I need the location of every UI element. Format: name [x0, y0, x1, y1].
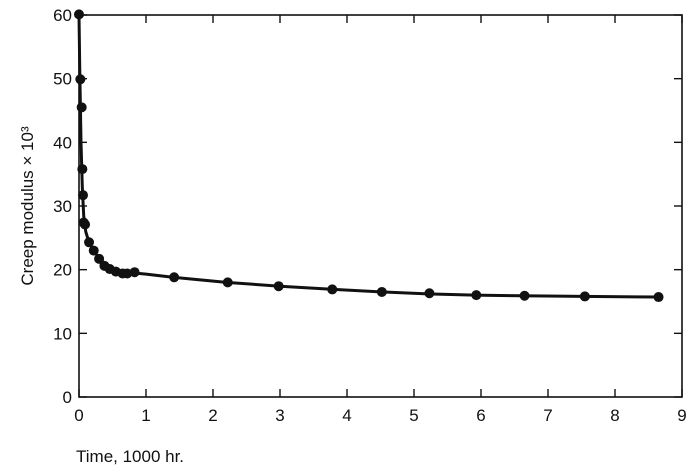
data-points-group	[74, 9, 664, 303]
x-tick-label: 3	[275, 406, 284, 425]
data-point	[77, 164, 88, 175]
fitted-curve-group	[77, 14, 659, 299]
data-point	[471, 290, 482, 301]
data-point	[169, 272, 180, 283]
data-point	[78, 190, 89, 201]
data-point	[222, 277, 233, 288]
x-tick-label: 7	[543, 406, 552, 425]
x-tick-label: 9	[677, 406, 686, 425]
y-axis-title: Creep modulus × 10³	[18, 126, 37, 286]
data-point	[88, 245, 99, 256]
plot-area-frame	[78, 14, 683, 398]
data-point	[76, 102, 87, 113]
x-tick-label: 8	[610, 406, 619, 425]
x-tick-label: 6	[476, 406, 485, 425]
data-point	[424, 288, 435, 299]
data-point	[129, 267, 140, 278]
axis-tick-labels: 0 1 2 3 4 5 6 7 8 9 0 10 20 30 40 50 60	[53, 6, 687, 425]
fitted-curve-line	[77, 14, 659, 299]
y-tick-label: 40	[53, 133, 72, 152]
x-tick-label: 5	[409, 406, 418, 425]
y-tick-label: 10	[53, 324, 72, 343]
y-tick-label: 50	[53, 70, 72, 89]
x-tick-label: 0	[74, 406, 83, 425]
data-point	[94, 253, 105, 264]
x-tick-label: 2	[208, 406, 217, 425]
y-tick-label: 30	[53, 197, 72, 216]
data-point	[519, 290, 530, 301]
data-point	[273, 281, 284, 292]
data-point	[84, 237, 95, 248]
data-point	[74, 9, 84, 20]
data-point	[122, 268, 133, 279]
x-tick-label: 4	[342, 406, 351, 425]
data-point	[579, 291, 590, 302]
x-tick-label: 1	[141, 406, 150, 425]
data-point	[80, 219, 91, 230]
x-axis-title: Time, 1000 hr.	[76, 447, 184, 466]
axis-ticks	[78, 14, 683, 398]
data-point	[376, 286, 387, 297]
y-tick-label: 0	[63, 388, 72, 407]
y-tick-label: 20	[53, 261, 72, 280]
data-point	[327, 284, 338, 295]
data-point	[653, 292, 664, 303]
y-tick-label: 60	[53, 6, 72, 25]
data-point	[75, 74, 86, 85]
